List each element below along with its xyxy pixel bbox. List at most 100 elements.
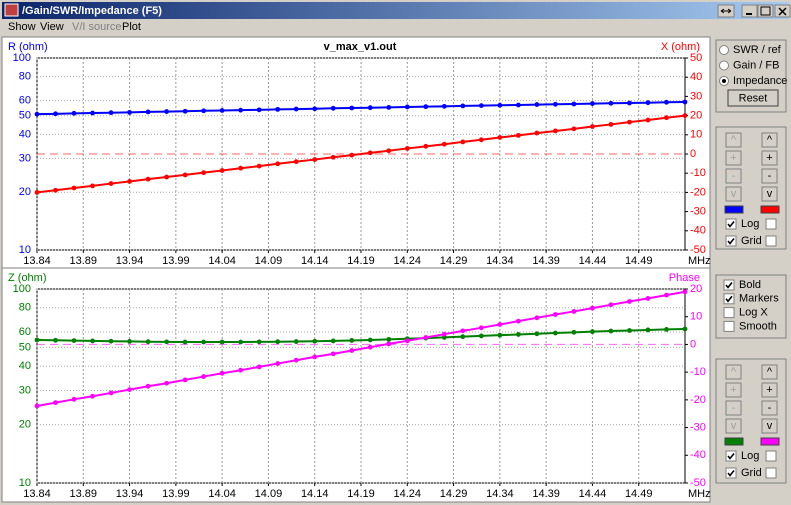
- step-button-label[interactable]: +: [730, 152, 736, 164]
- series-marker: [608, 302, 614, 308]
- series-marker: [441, 141, 447, 147]
- series-marker: [108, 181, 114, 186]
- series-marker: [460, 334, 466, 340]
- step-button-label[interactable]: v: [731, 420, 737, 432]
- series-marker: [423, 335, 429, 340]
- step-button[interactable]: [761, 382, 778, 398]
- step-button-label[interactable]: -: [732, 402, 736, 414]
- step-button-label[interactable]: +: [766, 384, 772, 396]
- step-button-label[interactable]: +: [766, 152, 772, 164]
- checkbox[interactable]: [723, 320, 735, 332]
- y-tick-label: 20: [19, 186, 31, 198]
- step-button[interactable]: [725, 168, 742, 184]
- minimize-button[interactable]: [741, 4, 758, 18]
- x-tick-label: 14.49: [625, 488, 653, 500]
- series-marker: [664, 292, 669, 298]
- x-axis-label: MHz: [688, 255, 711, 267]
- step-button[interactable]: [761, 186, 778, 202]
- x-tick-label: 14.44: [579, 488, 607, 500]
- radio-button[interactable]: [719, 45, 729, 55]
- series-marker: [590, 124, 595, 129]
- series-marker: [312, 157, 318, 162]
- step-button[interactable]: [725, 364, 742, 380]
- checkbox[interactable]: [765, 450, 777, 462]
- step-button[interactable]: [761, 150, 778, 166]
- step-button[interactable]: [725, 186, 742, 202]
- checkbox-label[interactable]: Log: [741, 218, 759, 230]
- color-swatch[interactable]: [760, 205, 780, 214]
- series-marker: [571, 126, 577, 132]
- checkbox[interactable]: [765, 218, 777, 230]
- maximize-button[interactable]: [757, 4, 774, 18]
- x-tick-label: 14.04: [208, 255, 236, 267]
- checkbox-label[interactable]: Grid: [741, 235, 762, 247]
- step-button-label[interactable]: v: [731, 188, 737, 200]
- y-tick-label: 10: [19, 477, 31, 489]
- series-marker: [164, 339, 170, 345]
- step-button[interactable]: [725, 382, 742, 398]
- step-button-label[interactable]: v: [767, 188, 773, 200]
- checkbox-label[interactable]: Smooth: [739, 320, 777, 332]
- reset-label[interactable]: Reset: [739, 92, 768, 104]
- step-button-label[interactable]: ^: [767, 134, 773, 146]
- radio-button[interactable]: [719, 60, 729, 71]
- radio-label[interactable]: SWR / ref: [733, 44, 782, 56]
- checkbox[interactable]: [765, 467, 777, 479]
- color-swatch[interactable]: [724, 205, 744, 214]
- series-marker: [534, 130, 540, 136]
- color-swatch[interactable]: [724, 437, 744, 446]
- step-button-label[interactable]: -: [768, 402, 772, 414]
- step-button-label[interactable]: ^: [731, 366, 737, 378]
- series-line: [36, 100, 686, 116]
- menu-item[interactable]: Show: [8, 21, 36, 33]
- checkbox[interactable]: [723, 307, 735, 319]
- checkbox-label[interactable]: Markers: [739, 293, 779, 305]
- step-button[interactable]: [761, 132, 778, 148]
- series-marker: [367, 105, 373, 111]
- checkbox-label[interactable]: Bold: [739, 279, 761, 291]
- series-marker: [201, 374, 207, 379]
- step-button-label[interactable]: ^: [731, 134, 737, 146]
- y2-tick-label: -10: [690, 366, 706, 378]
- step-button[interactable]: [761, 400, 778, 416]
- series-marker: [312, 106, 318, 112]
- checkbox[interactable]: [765, 235, 777, 247]
- y2-tick-label: 10: [690, 311, 702, 323]
- x-tick-label: 13.89: [70, 255, 98, 267]
- title-bar: [2, 2, 789, 19]
- step-button-label[interactable]: -: [732, 170, 736, 182]
- step-button[interactable]: [725, 150, 742, 166]
- step-button[interactable]: [725, 400, 742, 416]
- menu-item[interactable]: Plot: [122, 21, 141, 33]
- step-button[interactable]: [761, 364, 778, 380]
- step-button[interactable]: [761, 168, 778, 184]
- color-swatch[interactable]: [760, 437, 780, 446]
- x-tick-label: 14.29: [440, 255, 468, 267]
- series-marker: [275, 161, 281, 167]
- menu-item[interactable]: View: [40, 21, 64, 33]
- radio-label[interactable]: Impedance: [733, 75, 787, 87]
- step-button[interactable]: [725, 418, 742, 434]
- series-marker: [553, 101, 558, 107]
- checkbox-label[interactable]: Log X: [739, 307, 768, 319]
- checkbox-label[interactable]: Log: [741, 450, 759, 462]
- step-button[interactable]: [725, 132, 742, 148]
- control-group: [715, 358, 787, 484]
- x-tick-label: 14.44: [579, 255, 607, 267]
- step-button-label[interactable]: ^: [767, 366, 773, 378]
- series-marker: [682, 289, 688, 295]
- checkbox-label[interactable]: Grid: [741, 467, 762, 479]
- series-marker: [293, 339, 299, 344]
- reset-button[interactable]: [727, 89, 779, 107]
- menu-item[interactable]: V/I source: [72, 21, 122, 33]
- window-buttons[interactable]: [717, 4, 791, 18]
- step-button-label[interactable]: -: [768, 170, 772, 182]
- y-tick-label: 50: [19, 110, 31, 122]
- step-button-label[interactable]: +: [730, 384, 736, 396]
- step-button-label[interactable]: v: [767, 420, 773, 432]
- series-marker: [645, 327, 651, 333]
- radio-label[interactable]: Gain / FB: [733, 59, 779, 71]
- step-button[interactable]: [761, 418, 778, 434]
- series-marker: [590, 329, 595, 335]
